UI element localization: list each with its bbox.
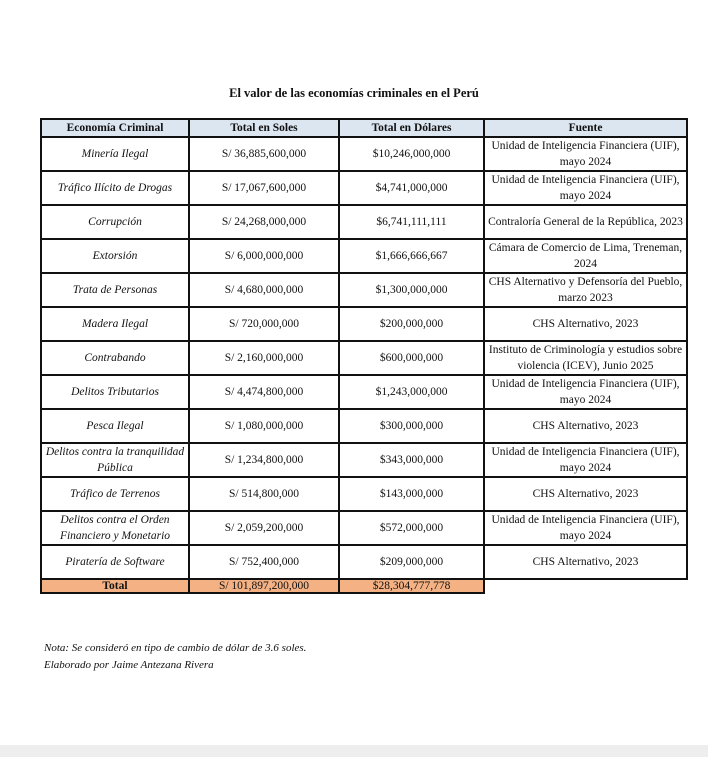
dolares-cell: $1,666,666,667 bbox=[338, 238, 485, 274]
fuente-cell: Unidad de Inteligencia Financiera (UIF),… bbox=[483, 442, 688, 478]
dolares-cell: $143,000,000 bbox=[338, 476, 485, 512]
economia-cell: Tráfico de Terrenos bbox=[40, 476, 190, 512]
table-row: Trata de Personas S/ 4,680,000,000 $1,300,… bbox=[40, 272, 688, 308]
dolares-cell: $600,000,000 bbox=[338, 340, 485, 376]
header-dolares: Total en Dólares bbox=[338, 118, 485, 138]
total-empty-cell bbox=[484, 579, 687, 593]
table-row: Delitos Tributarios S/ 4,474,800,000 $1,24… bbox=[40, 374, 688, 410]
soles-cell: S/ 36,885,600,000 bbox=[188, 136, 340, 172]
table-row: Extorsión S/ 6,000,000,000 $1,666,666,667 C… bbox=[40, 238, 688, 274]
economia-cell: Corrupción bbox=[40, 204, 190, 240]
fuente-cell: Unidad de Inteligencia Financiera (UIF),… bbox=[483, 374, 688, 410]
table-row: Madera Ilegal S/ 720,000,000 $200,000,000 C… bbox=[40, 306, 688, 342]
dolares-cell: $200,000,000 bbox=[338, 306, 485, 342]
soles-cell: S/ 1,080,000,000 bbox=[188, 408, 340, 444]
table-row: Delitos contra el Orden Financiero y Mon… bbox=[40, 510, 688, 546]
fuente-cell: CHS Alternativo, 2023 bbox=[483, 408, 688, 444]
soles-cell: S/ 720,000,000 bbox=[188, 306, 340, 342]
dolares-cell: $300,000,000 bbox=[338, 408, 485, 444]
table-row: Contrabando S/ 2,160,000,000 $600,000,000 I… bbox=[40, 340, 688, 376]
fuente-cell: Contraloría General de la República, 202… bbox=[483, 204, 688, 240]
soles-cell: S/ 4,680,000,000 bbox=[188, 272, 340, 308]
soles-cell: S/ 2,160,000,000 bbox=[188, 340, 340, 376]
economia-cell: Delitos Tributarios bbox=[40, 374, 190, 410]
fuente-cell: CHS Alternativo, 2023 bbox=[483, 544, 688, 580]
soles-cell: S/ 17,067,600,000 bbox=[188, 170, 340, 206]
criminal-economies-table: Economía Criminal Total en Soles Total e… bbox=[40, 118, 688, 594]
dolares-cell: $343,000,000 bbox=[338, 442, 485, 478]
footnote: Nota: Se consideró en tipo de cambio de … bbox=[44, 640, 306, 674]
soles-cell: S/ 24,268,000,000 bbox=[188, 204, 340, 240]
fuente-cell: CHS Alternativo, 2023 bbox=[483, 306, 688, 342]
economia-cell: Delitos contra la tranquilidad Pública bbox=[40, 442, 190, 478]
economia-cell: Contrabando bbox=[40, 340, 190, 376]
table-title: El valor de las economías criminales en … bbox=[229, 86, 479, 100]
table-header-row: Economía Criminal Total en Soles Total e… bbox=[40, 118, 688, 138]
dolares-cell: $572,000,000 bbox=[338, 510, 485, 546]
soles-cell: S/ 1,234,800,000 bbox=[188, 442, 340, 478]
economia-cell: Delitos contra el Orden Financiero y Mon… bbox=[40, 510, 190, 546]
fuente-cell: Unidad de Inteligencia Financiera (UIF),… bbox=[483, 510, 688, 546]
economia-cell: Tráfico Ilícito de Drogas bbox=[40, 170, 190, 206]
fuente-cell: Unidad de Inteligencia Financiera (UIF),… bbox=[483, 136, 688, 172]
table-row: Minería Ilegal S/ 36,885,600,000 $10,246,0… bbox=[40, 136, 688, 172]
economia-cell: Pesca Ilegal bbox=[40, 408, 190, 444]
note-exchange-rate: Nota: Se consideró en tipo de cambio de … bbox=[44, 642, 307, 654]
table-row: Corrupción S/ 24,268,000,000 $6,741,111,11… bbox=[40, 204, 688, 240]
table-row: Piratería de Software S/ 752,400,000 $209,… bbox=[40, 544, 688, 580]
note-author: Elaborado por Jaime Antezana Rivera bbox=[44, 659, 214, 671]
table-row: Tráfico de Terrenos S/ 514,800,000 $143,00… bbox=[40, 476, 688, 512]
economia-cell: Madera Ilegal bbox=[40, 306, 190, 342]
table-row: Tráfico Ilícito de Drogas S/ 17,067,600,0… bbox=[40, 170, 688, 206]
dolares-cell: $1,300,000,000 bbox=[338, 272, 485, 308]
soles-cell: S/ 6,000,000,000 bbox=[188, 238, 340, 274]
soles-cell: S/ 514,800,000 bbox=[188, 476, 340, 512]
economia-cell: Piratería de Software bbox=[40, 544, 190, 580]
fuente-cell: CHS Alternativo y Defensoría del Pueblo,… bbox=[483, 272, 688, 308]
fuente-cell: Instituto de Criminología y estudios sob… bbox=[483, 340, 688, 376]
header-soles: Total en Soles bbox=[188, 118, 340, 138]
dolares-cell: $4,741,000,000 bbox=[338, 170, 485, 206]
dolares-cell: $6,741,111,111 bbox=[338, 204, 485, 240]
total-soles: S/ 101,897,200,000 bbox=[188, 578, 340, 594]
soles-cell: S/ 752,400,000 bbox=[188, 544, 340, 580]
table-row: Pesca Ilegal S/ 1,080,000,000 $300,000,000… bbox=[40, 408, 688, 444]
fuente-cell: Cámara de Comercio de Lima, Treneman, 20… bbox=[483, 238, 688, 274]
dolares-cell: $10,246,000,000 bbox=[338, 136, 485, 172]
soles-cell: S/ 4,474,800,000 bbox=[188, 374, 340, 410]
economia-cell: Trata de Personas bbox=[40, 272, 190, 308]
economia-cell: Minería Ilegal bbox=[40, 136, 190, 172]
soles-cell: S/ 2,059,200,000 bbox=[188, 510, 340, 546]
total-row: Total S/ 101,897,200,000 $28,304,777,778 bbox=[40, 578, 687, 594]
total-label: Total bbox=[40, 578, 190, 594]
economia-cell: Extorsión bbox=[40, 238, 190, 274]
dolares-cell: $209,000,000 bbox=[338, 544, 485, 580]
table-row: Delitos contra la tranquilidad Pública S/… bbox=[40, 442, 688, 478]
total-dolares: $28,304,777,778 bbox=[338, 578, 485, 594]
bottom-strip bbox=[0, 745, 708, 757]
fuente-cell: CHS Alternativo, 2023 bbox=[483, 476, 688, 512]
header-fuente: Fuente bbox=[483, 118, 688, 138]
header-economia: Economía Criminal bbox=[40, 118, 190, 138]
fuente-cell: Unidad de Inteligencia Financiera (UIF),… bbox=[483, 170, 688, 206]
dolares-cell: $1,243,000,000 bbox=[338, 374, 485, 410]
